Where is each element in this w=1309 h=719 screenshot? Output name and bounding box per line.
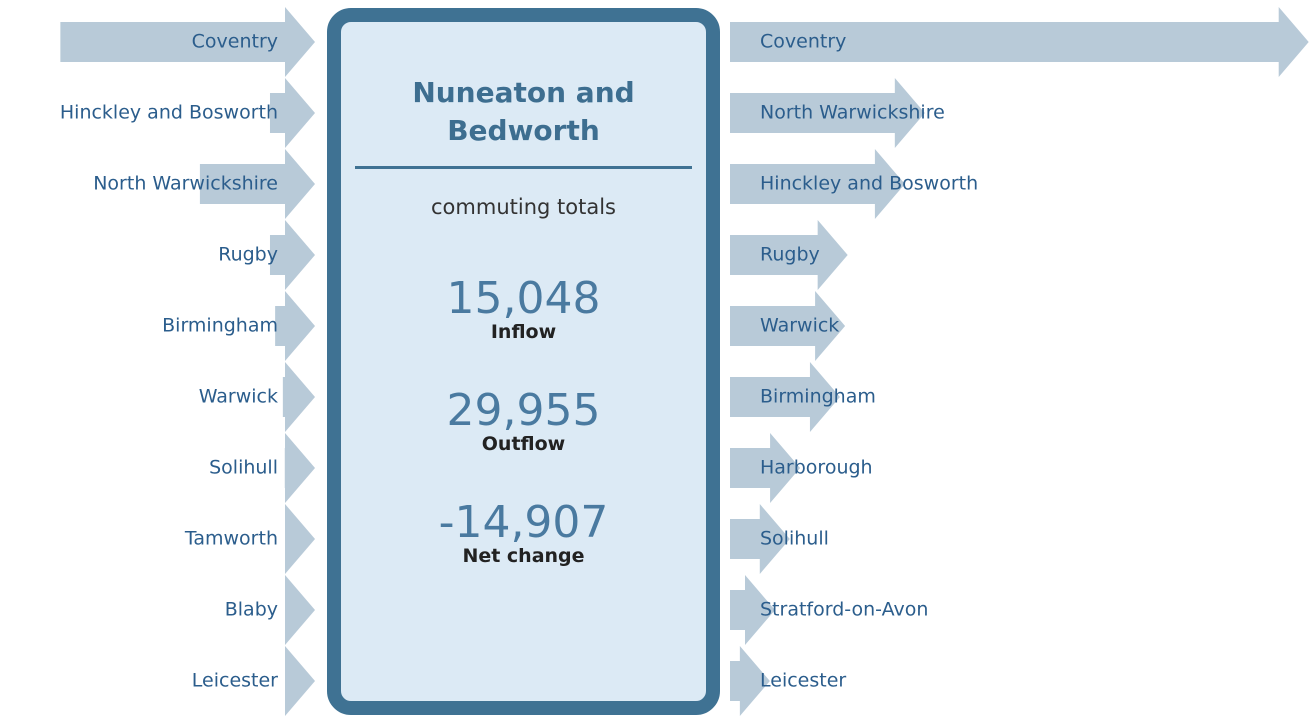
area-label: Solihull <box>760 528 829 550</box>
flow-arrow <box>730 149 905 219</box>
area-label: Birmingham <box>162 315 278 337</box>
divider <box>355 166 692 169</box>
area-label: Warwick <box>199 386 278 408</box>
flow-arrow <box>284 433 315 503</box>
area-label: Solihull <box>209 457 278 479</box>
stat-value: 29,955 <box>446 385 601 436</box>
flow-arrow <box>285 646 315 716</box>
flow-arrow <box>730 362 840 432</box>
stat-value: -14,907 <box>438 497 609 548</box>
flow-arrow <box>730 504 790 574</box>
stat-label: Outflow <box>481 433 566 455</box>
area-label: Blaby <box>225 599 278 621</box>
center-panel: Nuneaton and Bedworth commuting totals 1… <box>327 8 720 715</box>
flow-arrow <box>730 646 770 716</box>
flow-arrow <box>730 7 1309 77</box>
flow-arrow <box>730 291 846 361</box>
flow-arrow <box>285 575 315 645</box>
area-label: Leicester <box>760 670 846 692</box>
area-label: Stratford-on-Avon <box>760 599 928 621</box>
flow-arrow <box>730 220 848 290</box>
area-label: Hinckley and Bosworth <box>760 173 978 195</box>
flow-arrow <box>282 362 315 432</box>
area-label: North Warwickshire <box>93 173 278 195</box>
flow-arrow <box>730 575 776 645</box>
flow-arrow <box>730 78 925 148</box>
flow-arrow <box>269 78 315 148</box>
area-label: Harborough <box>760 457 873 479</box>
flow-arrow <box>269 220 315 290</box>
flow-arrow <box>199 149 315 219</box>
area-label: Rugby <box>218 244 278 266</box>
area-label: Warwick <box>760 315 839 337</box>
area-label: North Warwickshire <box>760 102 945 124</box>
flow-arrow <box>730 433 801 503</box>
stat-label: Inflow <box>490 321 557 343</box>
stats: 15,048 Inflow 29,955 Outflow -14,907 Net chan… <box>341 273 706 568</box>
stat-label: Net change <box>462 545 585 567</box>
stat-value: 15,048 <box>446 273 601 324</box>
area-label: Birmingham <box>760 386 876 408</box>
flow-arrow <box>60 7 315 77</box>
flow-arrow <box>285 504 315 574</box>
area-label: Coventry <box>760 31 846 53</box>
area-label: Hinckley and Bosworth <box>60 102 278 124</box>
area-label: Coventry <box>192 31 278 53</box>
flow-arrow <box>275 291 315 361</box>
area-label: Leicester <box>192 670 278 692</box>
subtitle: commuting totals <box>431 195 616 219</box>
area-label: Rugby <box>760 244 820 266</box>
area-label: Tamworth <box>184 528 278 550</box>
title: Nuneaton and Bedworth <box>412 76 635 147</box>
